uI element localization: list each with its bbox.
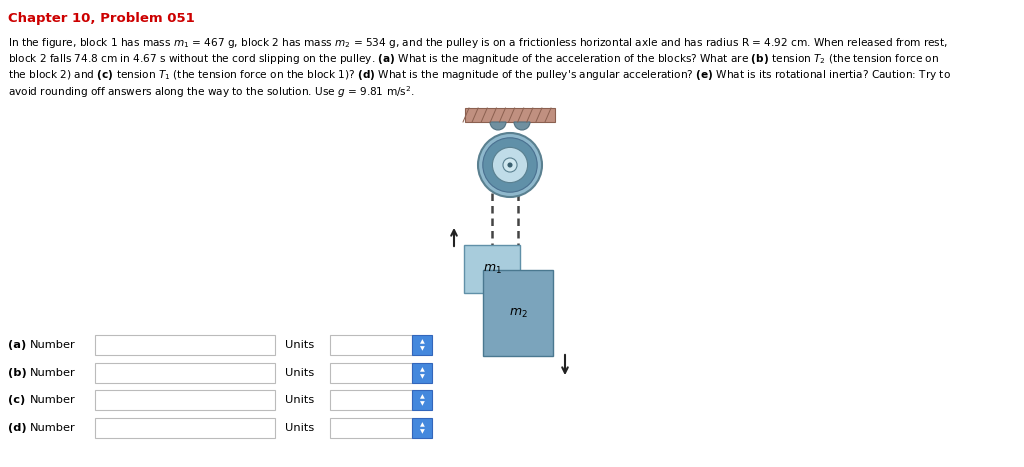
Text: ▲: ▲ [420, 368, 424, 373]
Text: ▼: ▼ [420, 375, 424, 380]
Text: (c): (c) [8, 395, 26, 405]
Bar [95, 418, 275, 438]
Text: ▲: ▲ [420, 340, 424, 345]
Bar [412, 418, 432, 438]
Circle shape [482, 138, 538, 192]
Text: ▼: ▼ [420, 430, 424, 434]
Text: Units: Units [285, 423, 314, 433]
Text: $m_2$: $m_2$ [509, 306, 527, 319]
Bar [330, 335, 412, 355]
Bar [95, 363, 275, 383]
Circle shape [478, 133, 542, 197]
Text: (a): (a) [8, 340, 27, 350]
Text: avoid rounding off answers along the way to the solution. Use $g$ = 9.81 m/s$^2$: avoid rounding off answers along the way… [8, 84, 415, 100]
Bar [95, 335, 275, 355]
Text: Number: Number [30, 395, 76, 405]
Text: Units: Units [285, 340, 314, 350]
Bar [330, 363, 412, 383]
Text: In the figure, block 1 has mass $m_1$ = 467 g, block 2 has mass $m_2$ = 534 g, a: In the figure, block 1 has mass $m_1$ = … [8, 36, 948, 50]
Text: (d): (d) [8, 423, 27, 433]
Bar [412, 363, 432, 383]
Text: Number: Number [30, 340, 76, 350]
Text: Number: Number [30, 368, 76, 378]
Wedge shape [490, 122, 506, 130]
Circle shape [508, 163, 513, 168]
Text: $m_1$: $m_1$ [482, 262, 502, 276]
Bar [483, 270, 553, 356]
Bar [412, 335, 432, 355]
Text: Chapter 10, Problem 051: Chapter 10, Problem 051 [8, 12, 195, 25]
Text: ▲: ▲ [420, 423, 424, 427]
Text: the block 2) and $\mathbf{(c)}$ tension $T_1$ (the tension force on the block 1): the block 2) and $\mathbf{(c)}$ tension … [8, 68, 951, 82]
Bar [465, 108, 555, 122]
Text: ▲: ▲ [420, 395, 424, 399]
Text: Units: Units [285, 395, 314, 405]
Wedge shape [514, 122, 530, 130]
Text: block 2 falls 74.8 cm in 4.67 s without the cord slipping on the pulley. $\mathb: block 2 falls 74.8 cm in 4.67 s without … [8, 52, 939, 66]
Text: Number: Number [30, 423, 76, 433]
Text: Units: Units [285, 368, 314, 378]
Bar [95, 390, 275, 410]
Circle shape [493, 148, 527, 183]
Bar [330, 418, 412, 438]
Text: ▼: ▼ [420, 402, 424, 406]
Bar [464, 245, 520, 293]
Text: (b): (b) [8, 368, 27, 378]
Text: ▼: ▼ [420, 347, 424, 352]
Bar [330, 390, 412, 410]
Bar [412, 390, 432, 410]
Circle shape [503, 158, 517, 172]
